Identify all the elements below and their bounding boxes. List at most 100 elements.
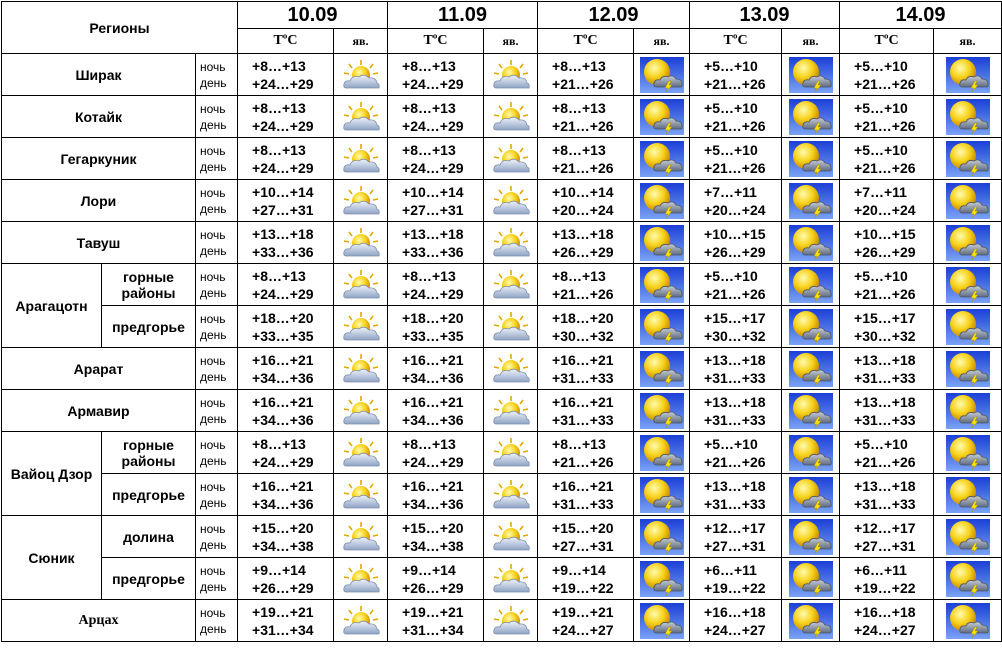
night-temperature: +7…+11 [704, 183, 757, 200]
night-temperature: +16…+21 [552, 351, 614, 368]
weather-phenomenon-cell [333, 95, 389, 138]
temperature-cell: +5…+10 +21…+26 [689, 263, 783, 306]
weather-phenomenon-cell [483, 431, 539, 474]
night-temperature: +12…+17 [704, 519, 766, 536]
night-temperature: +5…+10 [854, 267, 908, 284]
day-temperature: +21…+26 [854, 453, 916, 470]
thunderstorm-icon [783, 266, 839, 303]
temperature-cell: +5…+10 +21…+26 [839, 53, 935, 96]
night-temperature: +8…+13 [552, 99, 606, 116]
night-temperature: +5…+10 [704, 99, 758, 116]
night-temperature: +5…+10 [854, 435, 908, 452]
day-temperature: +21…+26 [552, 285, 614, 302]
weather-phenomenon-cell [633, 137, 691, 180]
region-name: Тавуш [1, 221, 196, 264]
night-temperature: +5…+10 [854, 57, 908, 74]
night-day-labels: ночь день [194, 515, 239, 558]
thunderstorm-icon [635, 140, 689, 177]
temperature-cell: +8…+13 +21…+26 [537, 137, 635, 180]
thunderstorm-icon [783, 518, 839, 555]
day-temperature: +21…+26 [552, 159, 614, 176]
day-label: день [200, 327, 227, 342]
day-label: день [200, 75, 227, 90]
table-row: Лори ночь день +10…+14 +27…+31 +10…+14 +27…+31… [1, 179, 1002, 222]
night-temperature: +18…+20 [552, 309, 614, 326]
night-temperature: +5…+10 [854, 99, 908, 116]
temperature-cell: +16…+18 +24…+27 [839, 599, 935, 642]
day-temperature: +34…+36 [402, 369, 464, 386]
day-label: день [200, 117, 227, 132]
weather-phenomenon-cell [633, 53, 691, 96]
temperature-cell: +16…+21 +31…+33 [537, 389, 635, 432]
night-label: ночь [200, 353, 226, 368]
weather-phenomenon-cell [933, 95, 1002, 138]
day-temperature: +26…+29 [704, 243, 766, 260]
partly-cloudy-icon [485, 100, 537, 134]
night-temperature: +8…+13 [402, 57, 456, 74]
day-temperature: +19…+22 [704, 579, 766, 596]
day-temperature: +24…+29 [402, 159, 464, 176]
temperature-cell: +16…+21 +34…+36 [237, 389, 335, 432]
table-row: Арарат ночь день +16…+21 +34…+36 +16…+21 +34…+… [1, 347, 1002, 390]
temperature-cell: +16…+21 +34…+36 [237, 473, 335, 516]
thunderstorm-icon [935, 602, 1001, 639]
day-temperature: +30…+32 [704, 327, 766, 344]
temperature-cell: +10…+15 +26…+29 [689, 221, 783, 264]
partly-cloudy-icon [485, 604, 537, 638]
temperature-cell: +6…+11 +19…+22 [839, 557, 935, 600]
night-temperature: +10…+15 [704, 225, 766, 242]
night-temperature: +15…+17 [704, 309, 766, 326]
night-temperature: +5…+10 [704, 435, 758, 452]
night-day-labels: ночь день [194, 137, 239, 180]
table-row: Арагацотн горные районы ночь день +8…+13 +24…… [1, 263, 1002, 348]
weather-phenomenon-cell [333, 137, 389, 180]
weather-phenomenon-cell [933, 221, 1002, 264]
weather-phenomenon-cell [781, 179, 841, 222]
thunderstorm-icon [935, 350, 1001, 387]
day-temperature: +26…+29 [854, 243, 916, 260]
thunderstorm-icon [935, 518, 1001, 555]
temperature-cell: +8…+13 +24…+29 [387, 137, 485, 180]
temperature-cell: +6…+11 +19…+22 [689, 557, 783, 600]
thunderstorm-icon [783, 140, 839, 177]
phenomena-column-header: яв. [483, 28, 539, 54]
temperature-cell: +8…+13 +21…+26 [537, 53, 635, 96]
day-temperature: +34…+36 [402, 411, 464, 428]
temperature-cell: +13…+18 +33…+36 [237, 221, 335, 264]
day-label: день [200, 579, 227, 594]
thunderstorm-icon [635, 350, 689, 387]
day-label: день [200, 411, 227, 426]
weather-phenomenon-cell [333, 599, 389, 642]
partly-cloudy-icon [485, 268, 537, 302]
date-header: 13.09 [689, 1, 841, 29]
temperature-cell: +5…+10 +21…+26 [689, 53, 783, 96]
temperature-cell: +19…+21 +24…+27 [537, 599, 635, 642]
temperature-cell: +8…+13 +24…+29 [237, 53, 335, 96]
day-temperature: +21…+26 [552, 117, 614, 134]
subregion-name: горные районы [101, 431, 196, 474]
weather-phenomenon-cell [483, 263, 539, 306]
partly-cloudy-icon [335, 58, 387, 92]
day-temperature: +21…+26 [552, 75, 614, 92]
phenomena-column-header: яв. [333, 28, 389, 54]
weather-phenomenon-cell [781, 95, 841, 138]
thunderstorm-icon [635, 476, 689, 513]
thunderstorm-icon [635, 392, 689, 429]
thunderstorm-icon [635, 266, 689, 303]
day-label: день [200, 201, 227, 216]
weather-phenomenon-cell [633, 95, 691, 138]
day-temperature: +27…+31 [402, 201, 464, 218]
weather-phenomenon-cell [781, 137, 841, 180]
temperature-cell: +9…+14 +26…+29 [387, 557, 485, 600]
temperature-cell: +10…+14 +27…+31 [237, 179, 335, 222]
partly-cloudy-icon [335, 352, 387, 386]
night-temperature: +5…+10 [704, 267, 758, 284]
day-temperature: +24…+29 [252, 117, 314, 134]
night-label: ночь [200, 59, 226, 74]
partly-cloudy-icon [485, 142, 537, 176]
partly-cloudy-icon [335, 478, 387, 512]
day-temperature: +24…+29 [402, 285, 464, 302]
temperature-cell: +8…+13 +24…+29 [237, 431, 335, 474]
table-row: Сюник долина ночь день +15…+20 +34…+38 +15…+20… [1, 515, 1002, 600]
